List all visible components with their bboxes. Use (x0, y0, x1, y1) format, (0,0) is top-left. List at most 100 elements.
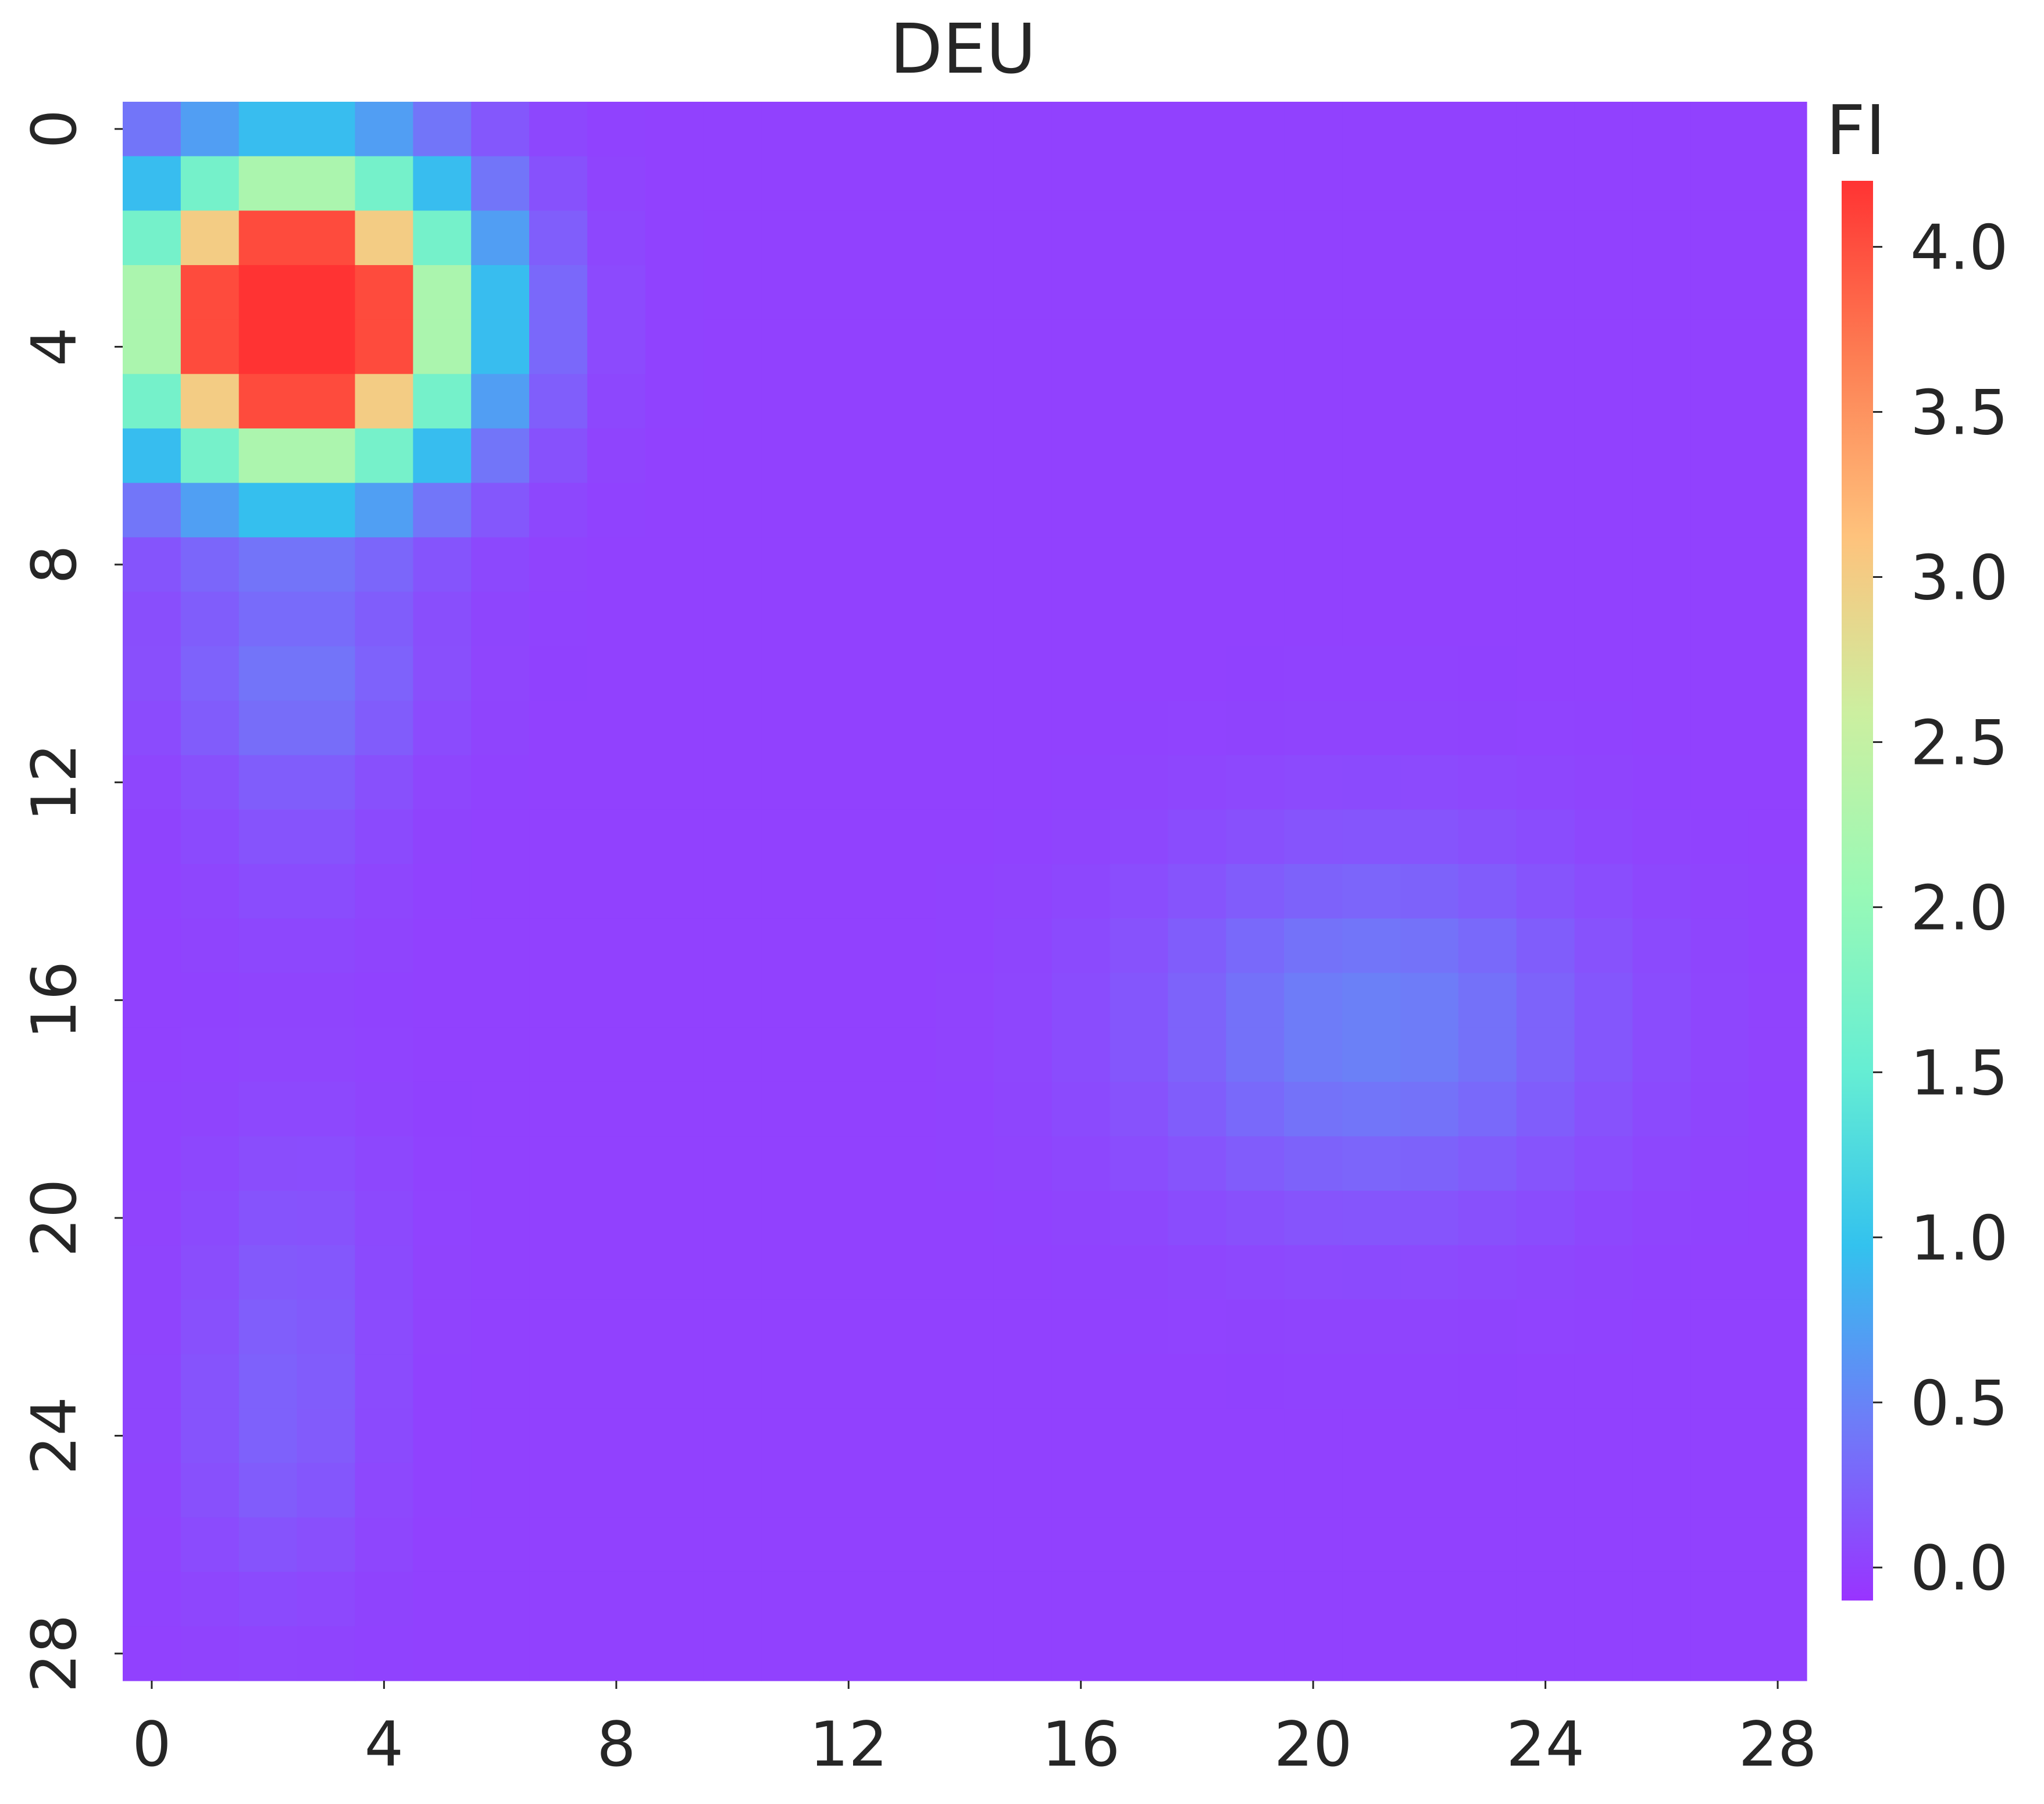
heatmap-cell (1516, 265, 1575, 320)
heatmap-cell (1632, 1463, 1691, 1518)
heatmap-cell (1051, 1027, 1111, 1083)
heatmap-cell (1458, 210, 1517, 266)
heatmap-cell (1168, 591, 1226, 647)
heatmap-cell (587, 483, 646, 538)
heatmap-cell (529, 102, 588, 157)
heatmap-cell (1110, 1136, 1169, 1191)
heatmap-cell (238, 918, 298, 974)
heatmap-cell (819, 864, 878, 919)
heatmap-cell (936, 210, 994, 266)
heatmap-cell (877, 1081, 936, 1137)
heatmap-cell (1516, 1354, 1575, 1409)
heatmap-cell (123, 1191, 181, 1246)
heatmap-cell (297, 483, 356, 538)
heatmap-cell (1749, 1571, 1807, 1627)
heatmap-cell (645, 1191, 704, 1246)
heatmap-cell (1458, 1463, 1517, 1518)
heatmap-cell (529, 591, 588, 647)
heatmap-cell (703, 537, 762, 592)
heatmap-cell (587, 918, 646, 974)
heatmap-cell (1749, 1245, 1807, 1301)
heatmap-cell (180, 1081, 240, 1137)
heatmap-cell (819, 1027, 878, 1083)
heatmap-cell (819, 1571, 878, 1627)
heatmap-cell (587, 1191, 646, 1246)
heatmap-cell (413, 483, 472, 538)
heatmap-cell (413, 1299, 472, 1355)
heatmap-cell (1574, 755, 1633, 810)
heatmap-cell (1458, 374, 1517, 429)
heatmap-cell (1516, 809, 1575, 865)
heatmap-cell (1110, 591, 1169, 647)
heatmap-cell (238, 1191, 298, 1246)
heatmap-cell (1342, 701, 1401, 756)
heatmap-cell (1458, 864, 1517, 919)
heatmap-cell (703, 210, 762, 266)
heatmap-cell (1226, 646, 1285, 701)
heatmap-cell (1168, 1463, 1226, 1518)
heatmap-cell (238, 1626, 298, 1681)
heatmap-cell (1574, 1136, 1633, 1191)
heatmap-cell (413, 755, 472, 810)
heatmap-cell (645, 1027, 704, 1083)
heatmap-cell (355, 1626, 413, 1681)
heatmap-cell (123, 701, 181, 756)
heatmap-cell (1690, 1081, 1749, 1137)
heatmap-cell (703, 374, 762, 429)
heatmap-cell (1110, 1571, 1169, 1627)
heatmap-cell (1458, 1245, 1517, 1301)
heatmap-cell (1226, 1299, 1285, 1355)
heatmap-cell (1284, 483, 1343, 538)
heatmap-cell (1110, 428, 1169, 484)
heatmap-cell (471, 1408, 530, 1463)
heatmap-cell (1516, 1517, 1575, 1573)
heatmap-cell (1284, 319, 1343, 374)
heatmap-cell (877, 319, 936, 374)
colorbar-tick-label: 2.0 (1910, 872, 2009, 944)
heatmap-cell (1226, 537, 1285, 592)
heatmap-cell (238, 864, 298, 919)
heatmap-cell (645, 210, 704, 266)
heatmap-cell (1226, 210, 1285, 266)
heatmap-cell (1342, 646, 1401, 701)
heatmap-cell (238, 1408, 298, 1463)
heatmap-cell (1342, 1517, 1401, 1573)
heatmap-cell (1632, 1191, 1691, 1246)
colorbar-tick-label: 2.5 (1910, 707, 2009, 778)
heatmap-cell (1574, 591, 1633, 647)
heatmap-cell (471, 701, 530, 756)
heatmap-cell (1690, 156, 1749, 211)
heatmap-cell (529, 646, 588, 701)
heatmap-cell (1516, 374, 1575, 429)
heatmap-cell (1051, 701, 1111, 756)
heatmap-cell (993, 1517, 1053, 1573)
heatmap-cell (1749, 265, 1807, 320)
heatmap-cell (761, 1081, 820, 1137)
heatmap-cell (1110, 1299, 1169, 1355)
heatmap-cell (877, 428, 936, 484)
heatmap-cell (877, 1571, 936, 1627)
heatmap-cell (355, 1408, 413, 1463)
heatmap-cell (1400, 646, 1459, 701)
heatmap-cell (180, 591, 240, 647)
heatmap-cell (471, 918, 530, 974)
heatmap-cell (355, 918, 413, 974)
heatmap-cell (413, 1027, 472, 1083)
heatmap-cell (238, 646, 298, 701)
heatmap-cell (1226, 701, 1285, 756)
heatmap-cell (529, 1299, 588, 1355)
heatmap-cell (1284, 374, 1343, 429)
heatmap-cell (297, 1027, 356, 1083)
heatmap-cell (819, 809, 878, 865)
heatmap-cell (1690, 537, 1749, 592)
heatmap-cell (1632, 1299, 1691, 1355)
heatmap-cell (238, 1081, 298, 1137)
heatmap-cell (1632, 1571, 1691, 1627)
heatmap-cell (123, 428, 181, 484)
heatmap-cell (529, 319, 588, 374)
heatmap-cell (877, 1191, 936, 1246)
heatmap-cell (993, 1299, 1053, 1355)
y-tick-label: 28 (19, 1614, 90, 1693)
heatmap-cell (1168, 1408, 1226, 1463)
